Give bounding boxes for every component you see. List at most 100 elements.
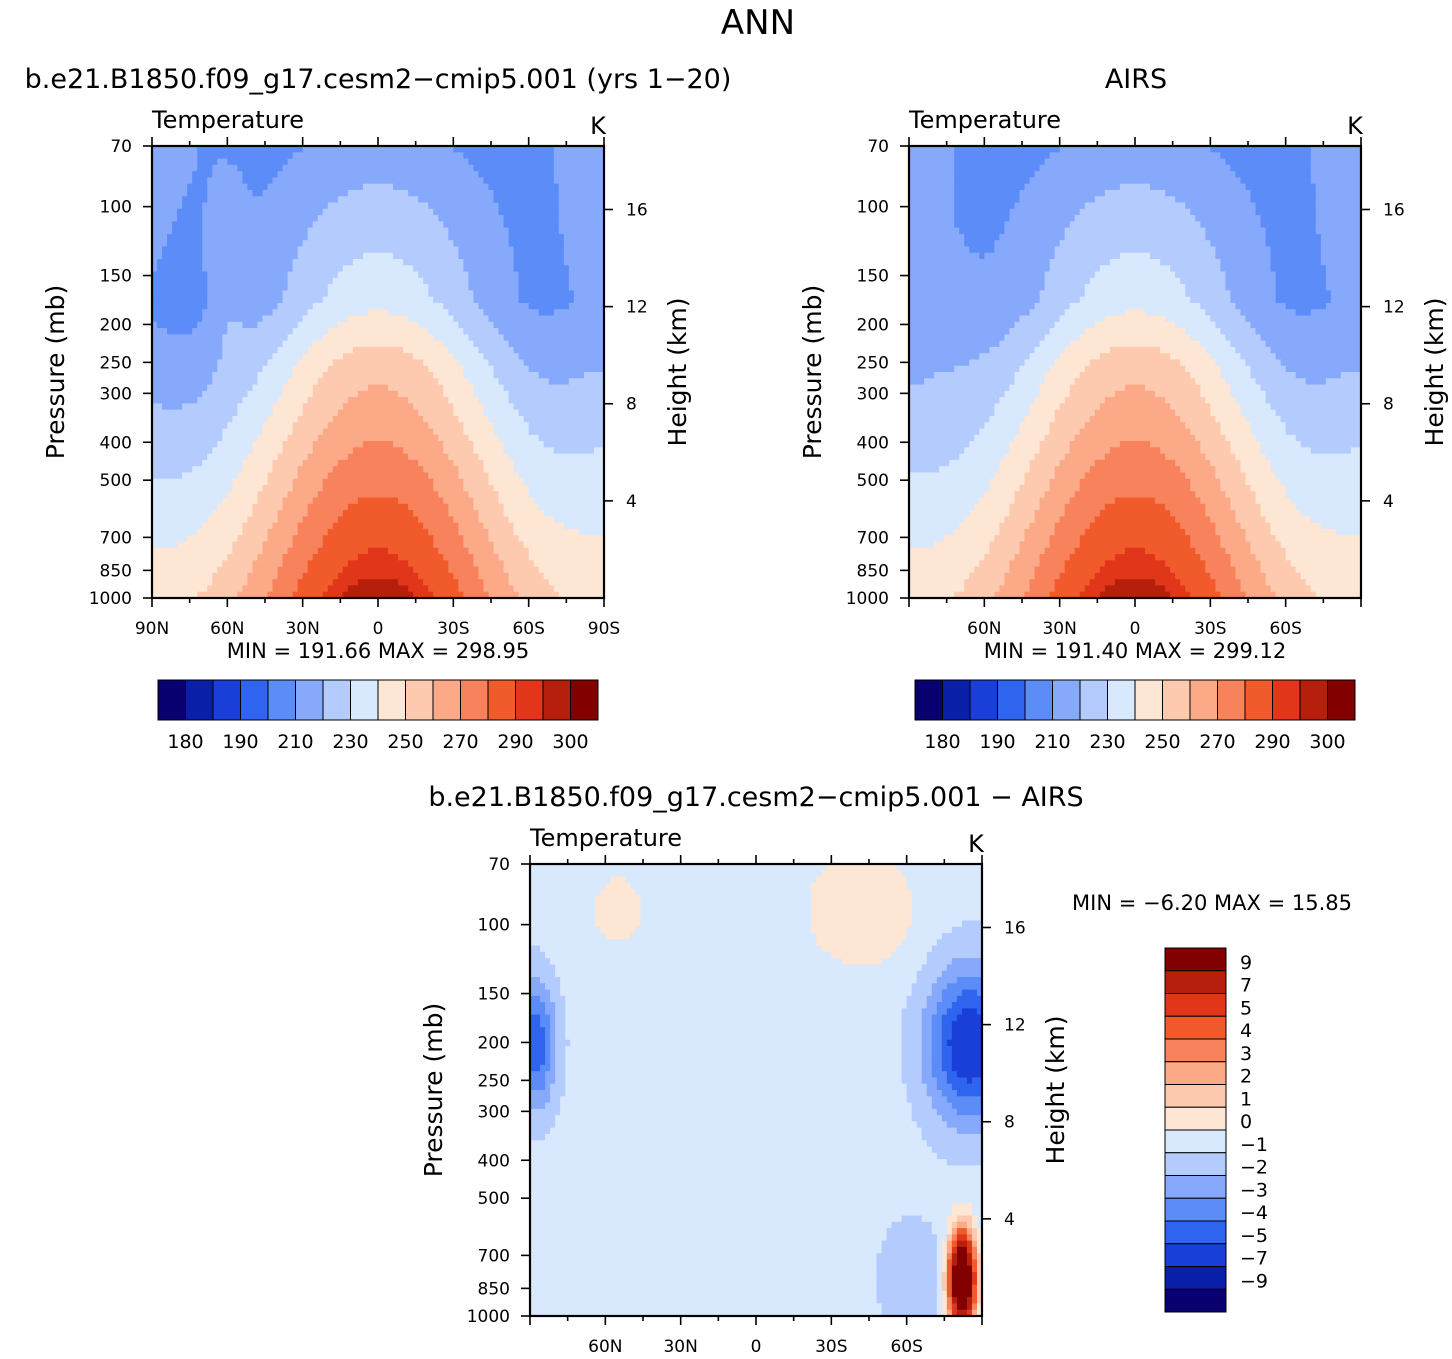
contour-cell [302,315,349,323]
contour-cell [909,516,965,524]
contour-cell [1250,422,1287,430]
contour-cell [483,459,515,467]
contour-cell [1250,547,1287,555]
y-tick-label: 100 [478,916,510,936]
contour-cell [560,989,913,997]
contour-cell [530,945,541,953]
contour-cell [458,522,485,530]
contour-cell [530,1108,561,1116]
contour-cell [1275,409,1362,417]
colorbar-label: −2 [1240,1157,1268,1179]
contour-cell [152,528,198,536]
contour-cell [964,579,1006,587]
contour-cell [951,1020,983,1028]
contour-cell [1190,535,1221,543]
colorbar-swatch [460,679,489,721]
contour-cell [152,215,178,222]
panel-units-label: K [590,112,607,140]
contour-cell [1305,579,1362,587]
contour-cell [192,466,243,474]
contour-cell [312,497,359,505]
contour-cell [242,522,274,530]
contour-cell [909,233,965,241]
contour-cell [232,478,269,486]
contour-cell [956,1278,968,1286]
contour-cell [1290,497,1362,505]
contour-cell [262,315,304,323]
contour-cell [493,372,540,379]
contour-cell [936,1284,943,1292]
contour-cell [909,328,1011,335]
contour-cell [1210,403,1242,411]
contour-cell [909,390,1006,398]
contour-cell [1205,510,1237,517]
contour-cell [322,208,434,216]
colorbar-swatch [1164,1175,1227,1199]
contour-cell [152,478,233,486]
contour-cell [540,1020,551,1028]
contour-cell [558,196,605,204]
contour-cell [926,1083,938,1091]
contour-cell [1019,485,1051,492]
contour-cell [152,196,183,204]
contour-cell [635,889,812,896]
contour-cell [1004,579,1031,587]
contour-cell [976,1265,983,1273]
contour-cell [921,1127,958,1135]
contour-cell [1215,246,1272,254]
contour-cell [530,1278,878,1286]
contour-cell [453,403,485,411]
contour-cell [909,152,955,160]
contour-cell [1064,503,1106,511]
contour-cell [951,958,983,966]
contour-cell [545,983,561,991]
contour-cell [841,958,883,966]
colorbar-swatch [942,679,971,721]
contour-cell [1059,315,1106,323]
contour-cell [453,353,485,361]
contour-cell [1255,491,1287,499]
contour-cell [1195,215,1262,222]
contour-cell [302,240,454,248]
contour-cell [473,390,510,398]
contour-cell [971,1077,983,1085]
contour-cell [1084,290,1186,298]
contour-cell [1245,183,1317,191]
contour-cell [921,1020,933,1028]
colorbar-swatch [1164,1106,1227,1131]
contour-cell [182,202,203,210]
contour-cell [946,1039,983,1047]
colorbar-label: 1 [1240,1088,1252,1110]
y-tick-label: 500 [100,471,132,491]
contour-cell [428,202,500,210]
contour-cell [821,945,898,953]
contour-cell [1245,478,1282,486]
contour-cell [969,246,995,254]
contour-cell [921,1077,938,1085]
colorbar-label: 5 [1240,997,1252,1019]
contour-cell [1220,478,1247,486]
contour-cell [971,1228,978,1235]
colorbar-swatch [1024,679,1053,721]
contour-cell [1104,560,1166,568]
contour-cell [152,171,193,178]
contour-cell [550,989,561,997]
colorbar-label: −7 [1240,1248,1268,1270]
contour-cell [1310,177,1362,185]
contour-cell [428,422,464,430]
contour-cell [282,290,329,298]
contour-cell [1315,215,1362,222]
contour-cell [1220,365,1252,373]
y-tick-label: 250 [857,353,889,373]
contour-cell [483,309,540,317]
contour-cell [393,183,490,191]
contour-cell [530,1272,878,1279]
contour-cell [252,510,279,517]
contour-cell [428,585,459,593]
contour-cell [1099,566,1171,574]
contour-cell [891,1221,933,1229]
contour-cell [1180,415,1216,423]
contour-cell [453,459,485,467]
contour-cell [911,895,983,903]
contour-cell [1295,566,1362,574]
